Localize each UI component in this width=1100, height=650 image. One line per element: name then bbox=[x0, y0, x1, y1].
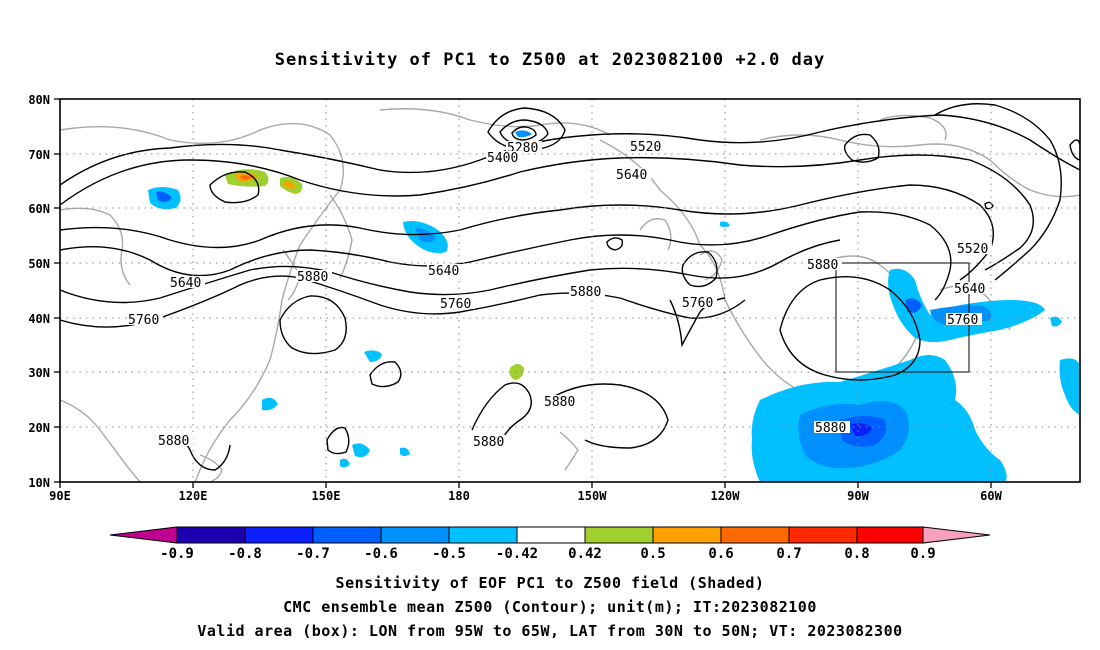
colorbar-swatch bbox=[788, 526, 858, 544]
sensitivity-shading bbox=[148, 130, 1080, 482]
contour-label: 5520 bbox=[630, 140, 661, 155]
colorbar-swatch bbox=[584, 526, 654, 544]
lat-tick-label: 80N bbox=[28, 93, 50, 107]
colorbar-swatch bbox=[312, 526, 382, 544]
colorbar-swatch bbox=[652, 526, 722, 544]
colorbar-label: 0.5 bbox=[640, 546, 665, 562]
contour-label: 5400 bbox=[487, 151, 518, 166]
lon-tick-label: 60W bbox=[980, 489, 1002, 503]
lat-tick-label: 20N bbox=[28, 421, 50, 435]
colorbar-label: -0.8 bbox=[228, 546, 262, 562]
colorbar-label: -0.7 bbox=[296, 546, 330, 562]
contour-label: 5640 bbox=[616, 168, 647, 183]
lat-tick-label: 50N bbox=[28, 257, 50, 271]
contour-label: 5760 bbox=[128, 313, 159, 328]
colorbar-label: -0.5 bbox=[432, 546, 466, 562]
colorbar bbox=[109, 526, 991, 544]
colorbar-label: -0.9 bbox=[160, 546, 194, 562]
colorbar-swatch bbox=[380, 526, 450, 544]
contour-label: 5520 bbox=[957, 242, 988, 257]
lat-tick-label: 30N bbox=[28, 366, 50, 380]
lon-tick-label: 150E bbox=[312, 489, 341, 503]
tick-marks bbox=[54, 98, 992, 488]
contour-label: 5760 bbox=[947, 313, 978, 328]
colorbar-arrow-right bbox=[922, 526, 991, 544]
colorbar-label: 0.7 bbox=[776, 546, 801, 562]
lon-tick-label: 90W bbox=[847, 489, 869, 503]
map-plot-area: 5280 5400 5520 5640 5640 5640 5760 5760 … bbox=[60, 99, 1080, 482]
contour-label: 5880 bbox=[807, 258, 838, 273]
lat-tick-label: 70N bbox=[28, 148, 50, 162]
colorbar-label: -0.42 bbox=[496, 546, 538, 562]
contour-label: 5640 bbox=[954, 282, 985, 297]
lon-tick-label: 120E bbox=[179, 489, 208, 503]
lon-tick-label: 90E bbox=[49, 489, 71, 503]
colorbar-label: 0.6 bbox=[708, 546, 733, 562]
lon-labels: 90E 120E 150E 180 150W 120W 90W 60W bbox=[49, 489, 1002, 503]
caption-line-2: CMC ensemble mean Z500 (Contour); unit(m… bbox=[283, 598, 817, 616]
colorbar-swatch bbox=[176, 526, 246, 544]
colorbar-labels: -0.9 -0.8 -0.7 -0.6 -0.5 -0.42 0.42 0.5 … bbox=[160, 546, 936, 562]
caption-line-3: Valid area (box): LON from 95W to 65W, L… bbox=[197, 622, 903, 640]
contour-label: 5880 bbox=[544, 395, 575, 410]
colorbar-label: 0.42 bbox=[568, 546, 602, 562]
colorbar-swatch bbox=[448, 526, 518, 544]
contour-label: 5880 bbox=[473, 435, 504, 450]
colorbar-label: 0.9 bbox=[910, 546, 935, 562]
contour-label: 5640 bbox=[428, 264, 459, 279]
colorbar-label: -0.6 bbox=[364, 546, 398, 562]
colorbar-label: 0.8 bbox=[844, 546, 869, 562]
contour-label: 5760 bbox=[682, 296, 713, 311]
lon-tick-label: 120W bbox=[711, 489, 741, 503]
contour-label: 5640 bbox=[170, 276, 201, 291]
map-grid bbox=[60, 99, 1080, 482]
map-frame bbox=[59, 98, 1081, 483]
lat-tick-label: 60N bbox=[28, 202, 50, 216]
contour-label: 5880 bbox=[570, 285, 601, 300]
contour-label: 5760 bbox=[440, 297, 471, 312]
contour-labels: 5280 5400 5520 5640 5640 5640 5760 5760 … bbox=[127, 140, 992, 450]
lon-tick-label: 150W bbox=[578, 489, 608, 503]
colorbar-swatch bbox=[516, 526, 586, 544]
contour-label: 5880 bbox=[158, 434, 189, 449]
colorbar-swatch bbox=[856, 526, 924, 544]
colorbar-swatch bbox=[244, 526, 314, 544]
contour-label: 5880 bbox=[815, 421, 846, 436]
lat-tick-label: 40N bbox=[28, 312, 50, 326]
lat-labels: 10N 20N 30N 40N 50N 60N 70N 80N bbox=[28, 93, 50, 490]
caption-line-1: Sensitivity of EOF PC1 to Z500 field (Sh… bbox=[335, 574, 765, 592]
colorbar-arrow-left bbox=[109, 526, 178, 544]
contour-label: 5880 bbox=[297, 270, 328, 285]
chart-title: Sensitivity of PC1 to Z500 at 2023082100… bbox=[274, 50, 826, 70]
colorbar-swatch bbox=[720, 526, 790, 544]
lat-tick-label: 10N bbox=[28, 476, 50, 490]
lon-tick-label: 180 bbox=[448, 489, 470, 503]
